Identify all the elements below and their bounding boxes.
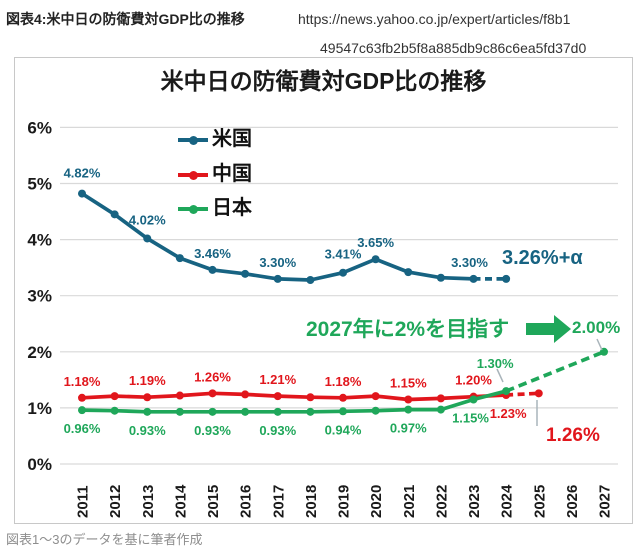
- legend-label-china: 中国: [212, 163, 252, 185]
- source-url-line2[interactable]: 49547c63fb2b5f8a885db9c86c6ea5fd37d0: [320, 40, 587, 56]
- footer-source-note: 図表1〜3のデータを基に筆者作成: [6, 532, 203, 547]
- annotation-japan-target-value: 2.00%: [572, 318, 621, 337]
- legend-line-dot-icon: [178, 163, 208, 186]
- annotation-japan-target: 2027年に2%を目指す: [306, 318, 510, 341]
- annotation-us-future: 3.26%+α: [502, 247, 583, 269]
- legend-item-china: 中国: [178, 163, 252, 186]
- legend-line-dot-icon: [178, 197, 208, 220]
- chart-title: 米中日の防衛費対GDP比の推移: [160, 68, 487, 94]
- legend-item-us: 米国: [178, 128, 252, 151]
- legend-item-japan: 日本: [178, 197, 252, 220]
- legend-label-japan: 日本: [212, 197, 252, 219]
- chart-container: [14, 57, 633, 524]
- annotation-china-future: 1.26%: [546, 425, 600, 446]
- legend-label-us: 米国: [212, 128, 252, 150]
- figure-caption: 図表4:米中日の防衛費対GDP比の推移: [6, 11, 245, 27]
- legend-line-dot-icon: [178, 128, 208, 151]
- source-url-line1[interactable]: https://news.yahoo.co.jp/expert/articles…: [298, 11, 571, 27]
